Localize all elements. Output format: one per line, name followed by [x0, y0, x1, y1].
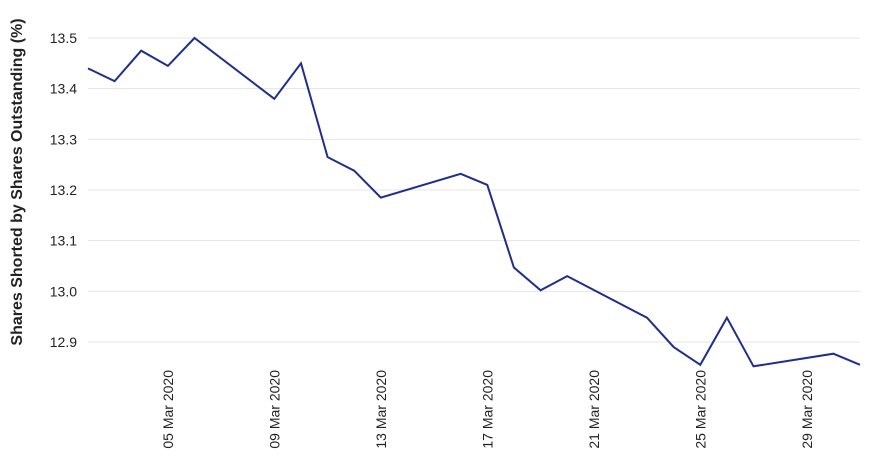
x-tick-label: 09 Mar 2020 [266, 370, 282, 449]
grid-lines [88, 37, 860, 343]
y-tick-label: 13.2 [50, 182, 77, 198]
y-tick-label: 13.5 [50, 30, 77, 46]
x-axis-tick-labels: 05 Mar 2020 09 Mar 2020 13 Mar 2020 17 Mar … [160, 370, 815, 449]
y-axis-tick-labels: 12.9 13.0 13.1 13.2 13.3 13.4 13.5 [50, 30, 77, 350]
data-points [86, 36, 862, 368]
series-line [87, 36, 861, 368]
x-tick-label: 25 Mar 2020 [692, 370, 708, 449]
x-tick-label: 21 Mar 2020 [586, 370, 602, 449]
x-tick-label: 17 Mar 2020 [479, 370, 495, 449]
y-axis-title: Shares Shorted by Shares Outstanding (%) [9, 18, 26, 345]
y-tick-label: 13.4 [50, 81, 77, 97]
x-tick-label: 13 Mar 2020 [373, 370, 389, 449]
y-tick-label: 12.9 [50, 334, 77, 350]
y-tick-label: 13.3 [50, 131, 77, 147]
x-tick-label: 05 Mar 2020 [160, 370, 176, 449]
y-tick-label: 13.1 [50, 233, 77, 249]
y-tick-label: 13.0 [50, 283, 77, 299]
x-tick-label: 29 Mar 2020 [799, 370, 815, 449]
